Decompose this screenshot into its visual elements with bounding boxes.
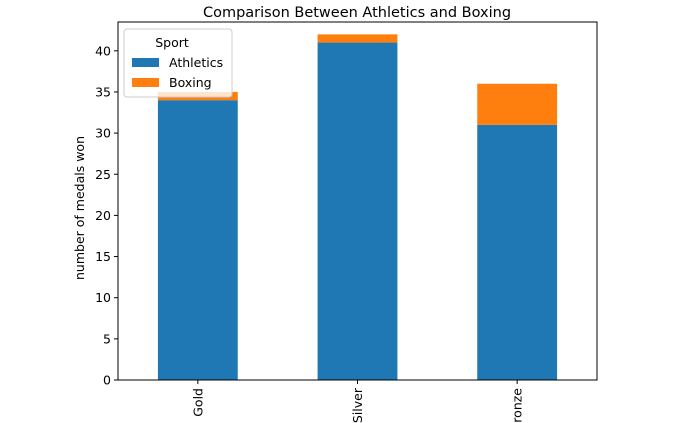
bars-group — [157, 34, 558, 381]
bar-athletics-bronze — [477, 124, 558, 380]
legend-title: Sport — [155, 35, 189, 50]
bar-boxing-silver — [317, 34, 398, 43]
y-tick-label: 5 — [103, 331, 111, 346]
bar-boxing-bronze — [477, 83, 558, 125]
legend-swatch-boxing — [132, 78, 159, 87]
legend-label-athletics: Athletics — [169, 55, 223, 70]
chart-title: Comparison Between Athletics and Boxing — [203, 5, 511, 21]
y-axis: 0 5 10 15 20 25 30 35 40 — [95, 43, 118, 388]
x-tick-label-gold: Gold — [190, 388, 205, 417]
x-tick-label-silver: Silver — [350, 387, 365, 423]
bar-athletics-gold — [157, 100, 238, 381]
y-axis-label: number of medals won — [72, 136, 87, 280]
legend: Sport Athletics Boxing — [123, 28, 233, 98]
y-tick-label: 15 — [95, 249, 111, 264]
y-tick-label: 0 — [103, 373, 111, 388]
y-tick-label: 10 — [95, 290, 111, 305]
y-tick-label: 30 — [95, 126, 111, 141]
y-tick-label: 40 — [95, 43, 111, 58]
bar-athletics-silver — [317, 42, 398, 381]
plot-frame — [117, 21, 598, 381]
x-tick-label-bronze: Bronze — [510, 388, 525, 423]
y-tick-label: 25 — [95, 167, 111, 182]
x-axis: Gold Silver Bronze — [190, 380, 525, 423]
y-tick-label: 35 — [95, 84, 111, 99]
legend-swatch-athletics — [132, 58, 159, 67]
y-tick-label: 20 — [95, 208, 111, 223]
legend-label-boxing: Boxing — [169, 75, 212, 90]
